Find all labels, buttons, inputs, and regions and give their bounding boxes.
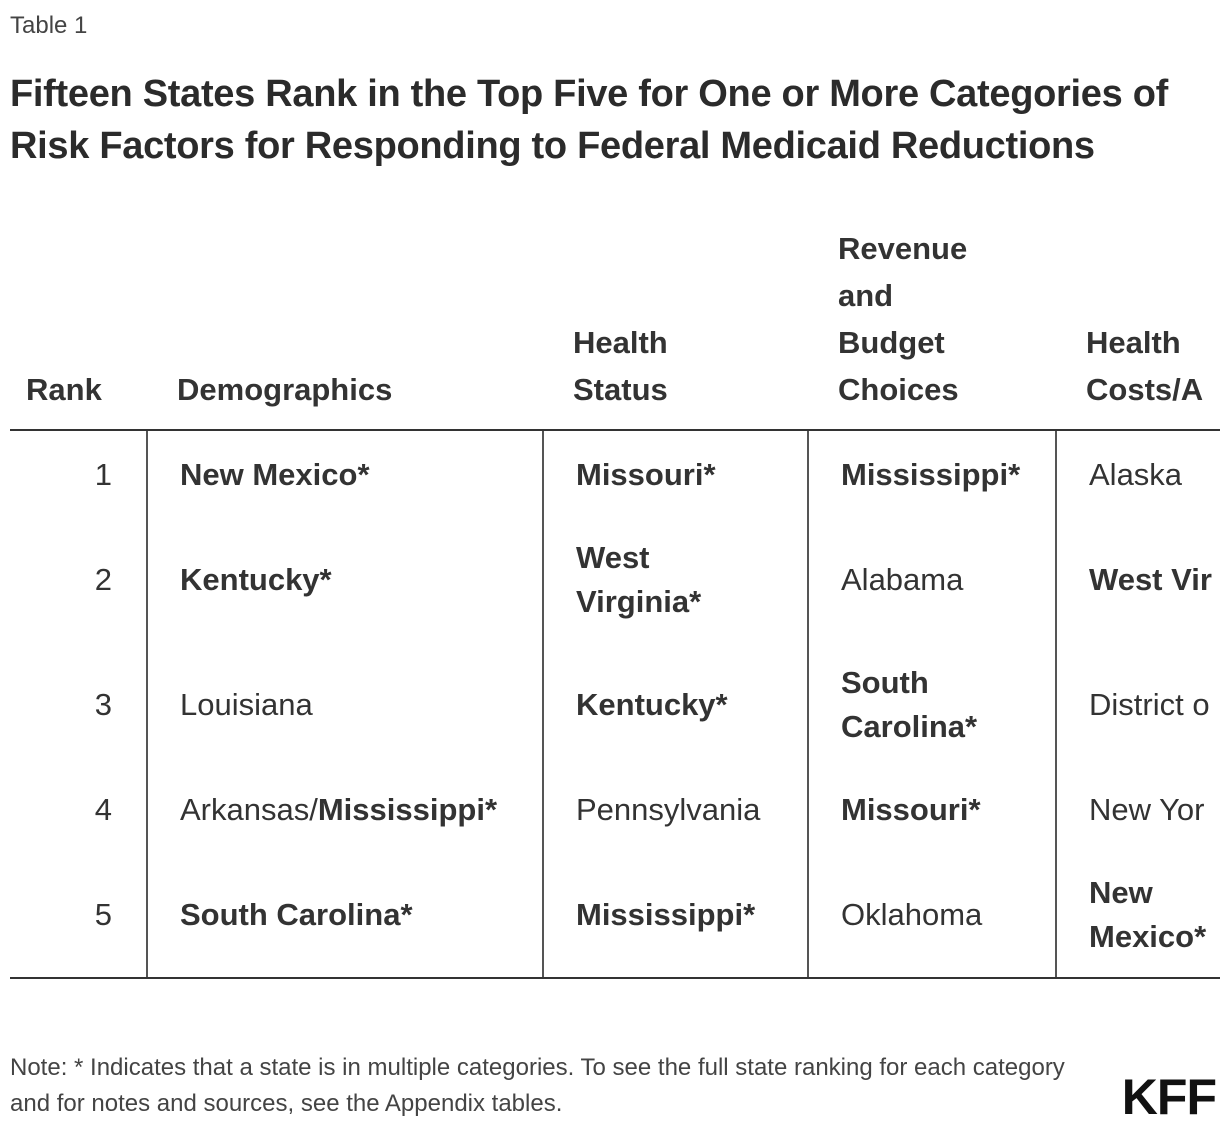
cell-text: West Vir xyxy=(1089,558,1220,602)
cell-segment: Alaska xyxy=(1089,456,1183,492)
cell-text: Mississippi* xyxy=(576,893,755,937)
cell-segment: Missouri* xyxy=(841,792,981,827)
column-header: Health Costs/A xyxy=(1056,225,1220,431)
column-header: Demographics xyxy=(147,225,543,431)
cell-text: Louisiana xyxy=(180,683,541,727)
cell-text: Kentucky* xyxy=(576,683,746,727)
cell-segment: West Virginia* xyxy=(576,540,702,619)
cell-segment: Missouri* xyxy=(576,456,716,492)
state-cell: Mississippi* xyxy=(807,430,1056,518)
cell-segment: South Carolina* xyxy=(180,896,413,932)
cell-segment: Mississippi* xyxy=(317,792,498,827)
table-wrap: Rank Demographics Health Status Revenue and… xyxy=(10,225,1220,979)
cell-text: Alabama xyxy=(841,558,1011,602)
cell-text: West Virginia* xyxy=(576,536,746,624)
state-cell: Arkansas/Mississippi* xyxy=(146,768,543,852)
rank-cell: 5 xyxy=(10,852,147,979)
cell-text: 4 xyxy=(11,788,112,832)
table-row: 1 New Mexico* Missouri* Mississippi* Alaska xyxy=(10,430,1220,518)
cell-text: 5 xyxy=(11,893,112,937)
cell-segment: 2 xyxy=(94,562,112,597)
cell-segment: Alabama xyxy=(841,562,964,597)
state-cell: South Carolina* xyxy=(807,642,1056,768)
column-header: Revenue and Budget Choices xyxy=(808,225,1056,431)
cell-segment: 3 xyxy=(94,687,112,722)
table-row: 3 Louisiana Kentucky* South Carolina* Distri… xyxy=(10,642,1220,768)
cell-text: 2 xyxy=(11,558,112,602)
column-header-text: Health Costs/A xyxy=(1086,325,1204,407)
cell-text: South Carolina* xyxy=(841,661,1011,749)
state-cell: Louisiana xyxy=(146,642,543,768)
column-header: Rank xyxy=(10,225,147,431)
table-row: 5 South Carolina* Mississippi* Oklahoma New … xyxy=(10,852,1220,979)
ranking-table: Rank Demographics Health Status Revenue and… xyxy=(10,225,1220,979)
state-cell: Oklahoma xyxy=(807,852,1056,979)
state-cell: Mississippi* xyxy=(542,852,808,979)
table-row: 4 Arkansas/Mississippi* Pennsylvania Missou… xyxy=(10,768,1220,852)
state-cell: West Virginia* xyxy=(542,518,808,642)
cell-segment: Mississippi* xyxy=(841,456,1021,492)
state-cell: Kentucky* xyxy=(146,518,543,642)
cell-segment: Pennsylvania xyxy=(576,792,761,827)
table-row: 2 Kentucky* West Virginia* Alabama West Vir xyxy=(10,518,1220,642)
cell-segment: 5 xyxy=(94,896,112,932)
cell-text: Arkansas/Mississippi* xyxy=(180,788,541,832)
cell-segment: District o xyxy=(1089,687,1210,722)
cell-segment: New Mexico* xyxy=(180,456,370,492)
cell-text: Missouri* xyxy=(841,788,1011,832)
cell-segment: Arkansas/ xyxy=(180,792,318,827)
rank-cell: 4 xyxy=(10,768,147,852)
state-cell: Pennsylvania xyxy=(542,768,808,852)
state-cell: New Yor xyxy=(1055,768,1220,852)
cell-text: Missouri* xyxy=(576,453,746,497)
state-cell: New Mexico* xyxy=(146,430,543,518)
state-cell: New Mexico* xyxy=(1055,852,1220,979)
cell-segment: Mississippi* xyxy=(576,896,756,932)
cell-text: 3 xyxy=(11,683,112,727)
cell-text: Oklahoma xyxy=(841,893,1011,937)
column-header-text: Demographics xyxy=(177,372,393,407)
cell-segment: Oklahoma xyxy=(841,896,983,932)
state-cell: Kentucky* xyxy=(542,642,808,768)
cell-segment: 1 xyxy=(94,456,112,492)
cell-text: Alaska xyxy=(1089,453,1220,497)
table-label: Table 1 xyxy=(10,12,88,39)
cell-text: District o xyxy=(1089,683,1220,727)
cell-segment: South Carolina* xyxy=(841,665,978,744)
column-header-text: Revenue and Budget Choices xyxy=(838,231,968,407)
cell-segment: New Mexico* xyxy=(1089,874,1207,954)
cell-segment: Kentucky* xyxy=(180,562,332,597)
column-header-text: Rank xyxy=(26,372,102,407)
cell-text: South Carolina* xyxy=(180,893,541,937)
state-cell: Missouri* xyxy=(542,430,808,518)
cell-text: Pennsylvania xyxy=(576,788,760,832)
cell-text: Kentucky* xyxy=(180,558,541,602)
state-cell: Alabama xyxy=(807,518,1056,642)
rank-cell: 1 xyxy=(10,430,147,518)
rank-cell: 3 xyxy=(10,642,147,768)
cell-segment: West Vir xyxy=(1089,562,1212,597)
cell-text: New Mexico* xyxy=(1089,871,1220,959)
cell-text: Mississippi* xyxy=(841,453,1020,497)
cell-segment: 4 xyxy=(94,792,112,827)
state-cell: West Vir xyxy=(1055,518,1220,642)
footnote: Note: * Indicates that a state is in mul… xyxy=(10,1054,1065,1117)
cell-text: 1 xyxy=(11,453,112,497)
table-title: Fifteen States Rank in the Top Five for … xyxy=(10,73,1168,167)
column-header-text: Health Status xyxy=(573,325,668,407)
cell-segment: Kentucky* xyxy=(576,687,728,722)
state-cell: South Carolina* xyxy=(146,852,543,979)
logo: KFF xyxy=(1121,1069,1217,1125)
header-row: Rank Demographics Health Status Revenue and… xyxy=(10,225,1220,431)
state-cell: Missouri* xyxy=(807,768,1056,852)
cell-segment: Louisiana xyxy=(180,687,313,722)
rank-cell: 2 xyxy=(10,518,147,642)
cell-text: New Yor xyxy=(1089,788,1220,832)
column-header: Health Status xyxy=(543,225,808,431)
cell-text: New Mexico* xyxy=(180,453,541,497)
state-cell: Alaska xyxy=(1055,430,1220,518)
cell-segment: New Yor xyxy=(1089,792,1205,827)
state-cell: District o xyxy=(1055,642,1220,768)
